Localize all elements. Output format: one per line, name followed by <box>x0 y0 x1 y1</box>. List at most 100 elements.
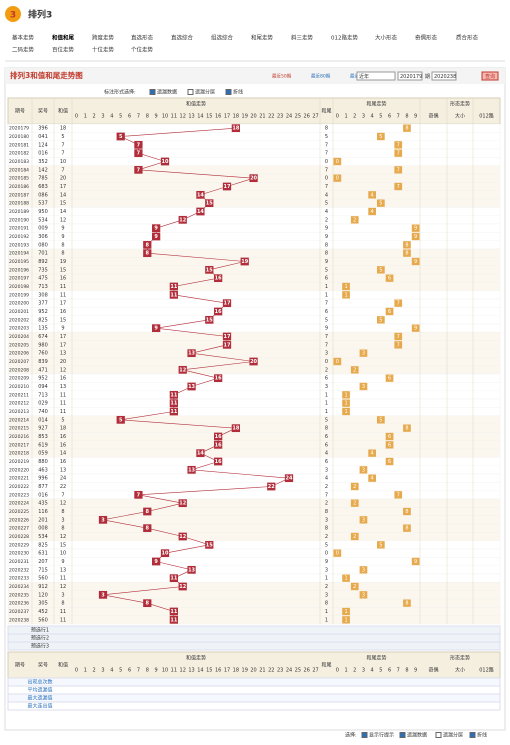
nav-link[interactable]: 个位走势 <box>131 46 154 54</box>
sum-hit-label: 20 <box>250 359 257 365</box>
number: 760 <box>38 351 48 357</box>
issue: 2020192 <box>9 234 29 240</box>
sum-hit-label: 9 <box>154 234 158 240</box>
row-bg <box>7 365 501 375</box>
footer-checkbox[interactable] <box>435 732 442 738</box>
sum-hit-label: 17 <box>224 301 231 307</box>
sum-hit-label: 16 <box>215 442 222 448</box>
row-bg <box>7 548 501 558</box>
row-bg <box>7 498 501 508</box>
tail-hit-label: 6 <box>388 459 391 465</box>
number: 619 <box>38 442 48 448</box>
nav-link[interactable]: 直选综合 <box>171 34 194 42</box>
tail-hit <box>411 257 420 266</box>
option-checkbox[interactable] <box>225 89 232 95</box>
nav-link[interactable]: 二码走势 <box>12 46 35 54</box>
sum-hit <box>240 257 249 266</box>
nav-link[interactable]: 直选形态 <box>131 34 154 42</box>
tail-hit <box>350 499 359 507</box>
shape-col-label: 大小 <box>455 113 465 120</box>
nav-link[interactable]: 和尾走势 <box>251 34 274 42</box>
nav-link[interactable]: 012路走势 <box>331 34 358 42</box>
nav-link[interactable]: 质合形态 <box>456 34 479 42</box>
sum: 7 <box>61 492 64 498</box>
row-bg <box>7 307 501 316</box>
query-button[interactable] <box>481 71 499 81</box>
issue: 2020194 <box>9 251 29 257</box>
sum-hit-label: 10 <box>162 551 169 557</box>
nav-link[interactable]: 跨度走势 <box>92 34 115 42</box>
tail-hit <box>350 216 359 224</box>
row-bg <box>7 382 501 391</box>
tail: 7 <box>325 492 328 498</box>
footer-checkbox[interactable] <box>469 732 476 738</box>
sum-hit-label: 10 <box>162 159 169 165</box>
tail: 9 <box>325 234 328 240</box>
sum-col-label: 1 <box>84 668 87 674</box>
tail-col-label: 1 <box>344 668 347 674</box>
tail-hit-label: 5 <box>379 542 382 548</box>
from-input[interactable] <box>397 71 423 81</box>
tail: 1 <box>325 617 328 623</box>
query-text: 查询 <box>485 73 495 80</box>
nav-link[interactable]: 组选综合 <box>211 34 234 42</box>
sum-hit-label: 20 <box>250 176 257 182</box>
tail: 3 <box>325 517 328 523</box>
issue: 2020212 <box>9 401 29 407</box>
option-checkbox[interactable] <box>187 89 194 95</box>
footer-checkbox[interactable] <box>361 732 368 738</box>
sum-hit <box>249 357 258 366</box>
row-bg <box>7 565 501 575</box>
tail-hit <box>368 449 376 457</box>
issue: 2020209 <box>9 376 29 382</box>
stats-row <box>7 677 501 687</box>
issue: 2020222 <box>9 484 29 490</box>
select-box[interactable] <box>356 71 396 81</box>
nav-link[interactable]: 基本走势 <box>12 34 35 42</box>
sum: 17 <box>60 301 66 307</box>
tail: 5 <box>325 267 328 273</box>
sum-hit-label: 14 <box>197 192 204 198</box>
tail: 8 <box>325 242 328 248</box>
sum: 17 <box>60 184 66 190</box>
option-text: 折线 <box>233 89 243 96</box>
sum-col-label: 27 <box>312 668 318 674</box>
nav-link[interactable]: 十位走势 <box>92 46 115 54</box>
nav-link[interactable]: 斜三走势 <box>291 34 314 42</box>
row-bg <box>7 590 501 600</box>
tail-hit-label: 1 <box>344 409 347 415</box>
preselect-row <box>7 625 501 635</box>
option-checkbox[interactable] <box>149 89 156 95</box>
issue: 2020201 <box>9 309 29 315</box>
sum: 16 <box>60 309 66 315</box>
preselect-label: 预选行3 <box>31 643 49 650</box>
tail: 5 <box>325 201 328 207</box>
tail-hit <box>359 382 368 391</box>
nav-link[interactable]: 大小形态 <box>375 34 398 42</box>
sum-col-label: 10 <box>162 668 168 674</box>
row-bg <box>7 398 501 408</box>
sum-hit <box>169 607 178 616</box>
row-bg <box>7 207 501 216</box>
sum-col-label: 1 <box>84 114 87 120</box>
issue: 2020204 <box>9 334 29 340</box>
range-link[interactable]: 最近80期 <box>311 73 331 80</box>
header-text: 期号 <box>15 663 25 669</box>
tail-hit-label: 2 <box>353 584 356 590</box>
range-link[interactable]: 最近50期 <box>272 73 292 80</box>
nav-link[interactable]: 百位走势 <box>52 46 75 54</box>
sum: 13 <box>60 384 66 390</box>
tail: 7 <box>325 334 328 340</box>
sum-hit <box>222 340 232 349</box>
shape-col-label: 012路 <box>479 667 494 674</box>
nav-link[interactable]: 和值和尾 <box>52 34 75 42</box>
to-input[interactable] <box>431 71 457 81</box>
nav-link[interactable]: 奇偶形态 <box>415 34 438 42</box>
sum: 9 <box>61 559 64 565</box>
sum-hit-label: 9 <box>154 559 158 565</box>
sum-col-label: 18 <box>233 668 239 674</box>
issue: 2020220 <box>9 467 29 473</box>
tail-hit-label: 7 <box>397 151 400 157</box>
sum-hit-label: 11 <box>170 409 177 415</box>
footer-checkbox[interactable] <box>399 732 406 738</box>
